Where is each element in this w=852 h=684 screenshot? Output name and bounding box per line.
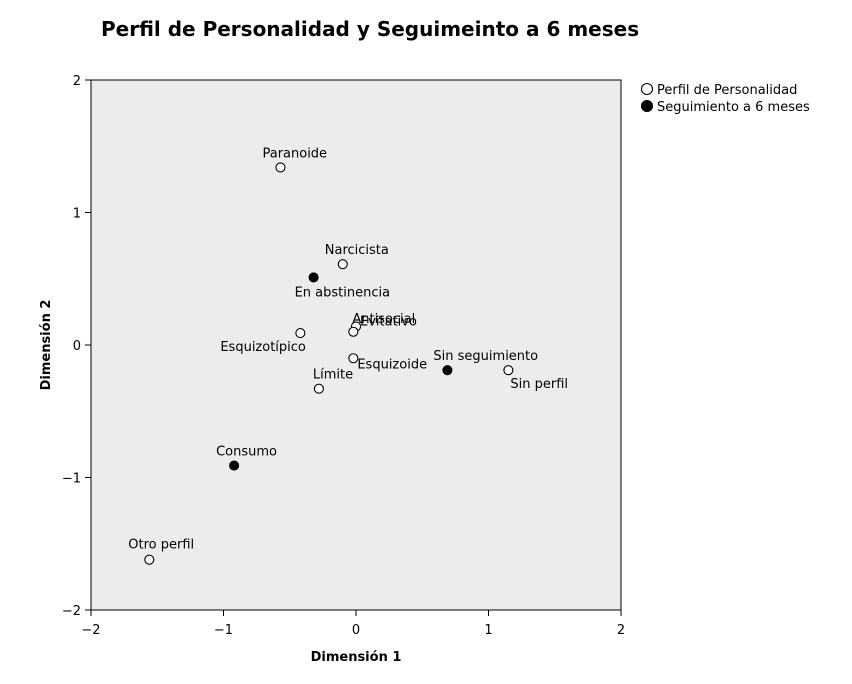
chart-title: Perfil de Personalidad y Seguimeinto a 6… [101,17,639,41]
x-tick-label: −2 [81,623,100,638]
legend-label: Perfil de Personalidad [657,83,797,98]
point-label: Otro perfil [128,538,194,553]
y-axis-title: Dimensión 2 [39,300,54,391]
data-points [144,162,514,565]
point-label: Antisocial [352,312,415,327]
point-labels: Paranoide Narcicista Esquizotípico Evitativ… [128,146,568,552]
perfil-point [348,353,359,364]
point-label: En abstinencia [295,285,391,300]
perfil-point [295,328,306,339]
perfil-point [348,326,359,337]
y-tick-label: 1 [73,207,81,222]
point-label: Esquizotípico [220,340,306,355]
x-tick-label: −1 [214,623,233,638]
point-label: Sin perfil [510,377,568,392]
perfil-point [144,554,155,565]
x-tick-label: 1 [484,623,492,638]
plot-area [90,79,622,611]
seguimiento-point [308,272,319,283]
point-label: Narcicista [325,243,389,258]
perfil-point [275,162,286,173]
y-tick-label: −1 [62,472,81,487]
axes: −2 −1 0 1 2 −2 −1 0 1 2 [62,74,625,638]
y-tick-label: −2 [62,604,81,619]
x-tick-label: 2 [617,623,625,638]
point-label: Consumo [216,445,277,460]
legend-marker [640,99,654,113]
perfil-point [313,383,324,394]
y-tick-label: 2 [73,74,81,89]
y-tick-label: 0 [73,339,81,354]
point-label: Paranoide [262,146,327,161]
perfil-point [337,259,348,270]
point-label: Esquizoide [357,357,427,372]
perfil-point [503,365,514,376]
x-axis-title: Dimensión 1 [311,650,402,665]
legend: Perfil de Personalidad Seguimiento a 6 me… [640,82,810,115]
x-tick-label: 0 [352,623,360,638]
seguimiento-point [442,365,453,376]
point-label: Límite [313,368,353,383]
seguimiento-point [229,460,240,471]
legend-marker [640,82,654,96]
legend-label: Seguimiento a 6 meses [657,100,810,115]
point-label: Sin seguimiento [433,349,538,364]
point-label: Evitativo [360,314,417,329]
